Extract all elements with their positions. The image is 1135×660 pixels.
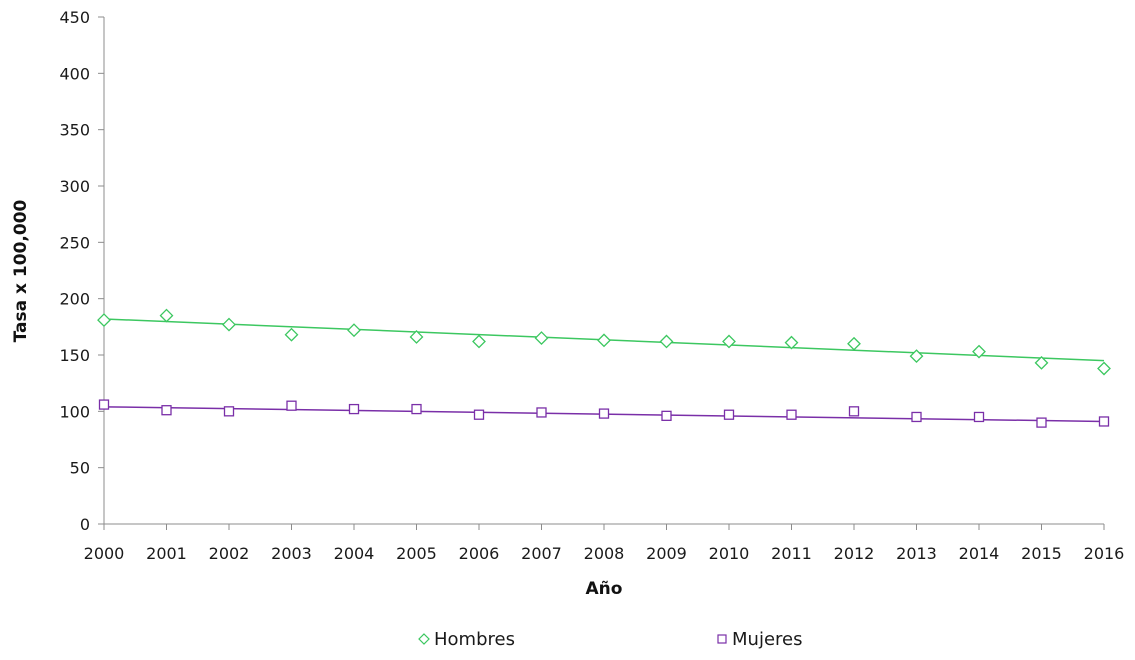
hombres-point (472, 334, 486, 349)
hombres-point (1034, 355, 1049, 370)
x-tick-label: 2014 (959, 544, 1000, 563)
hombres-point (847, 336, 861, 351)
x-tick-label: 2008 (584, 544, 625, 563)
hombres-legend-marker (418, 633, 430, 645)
x-tick-label: 2006 (459, 544, 500, 563)
x-tick-label: 2003 (271, 544, 312, 563)
y-axis-title: Tasa x 100,000 (11, 199, 31, 342)
x-tick-label: 2016 (1084, 544, 1125, 563)
mujeres-point (1098, 416, 1110, 427)
hombres-point (722, 334, 736, 349)
legend: Hombres Mujeres (418, 629, 802, 650)
x-axis-title: Año (586, 579, 623, 599)
x-tick-label: 2000 (84, 544, 125, 563)
mujeres-point (848, 406, 860, 417)
mujeres-legend-marker (717, 634, 727, 644)
mujeres-point (973, 411, 985, 423)
y-tick-label: 300 (59, 177, 90, 196)
hombres-point (597, 333, 611, 348)
hombres-point (222, 317, 236, 332)
y-tick-label: 250 (59, 233, 90, 252)
hombres-point (159, 308, 174, 323)
x-tick-label: 2001 (146, 544, 187, 563)
mujeres-point (411, 403, 422, 415)
hombres-point (659, 334, 674, 349)
mujeres-legend-label: Mujeres (732, 629, 802, 650)
markers (97, 308, 1111, 428)
mujeres-point (286, 400, 297, 411)
hombres-point (409, 330, 424, 344)
y-tick-label: 400 (59, 64, 90, 83)
x-tick-label: 2015 (1021, 544, 1062, 563)
hombres-point (284, 327, 299, 342)
mujeres-point (1036, 417, 1047, 428)
y-tick-label: 450 (59, 8, 90, 27)
x-tick-label: 2009 (646, 544, 687, 563)
y-tick-label: 350 (59, 121, 90, 140)
hombres-point (909, 349, 924, 364)
mujeres-point (598, 408, 610, 419)
mujeres-point (348, 403, 360, 415)
x-tick-label: 2012 (834, 544, 875, 563)
x-tick-label: 2002 (209, 544, 250, 563)
x-tick-label: 2007 (521, 544, 562, 563)
mujeres-point (661, 410, 672, 421)
mujeres-point (536, 407, 547, 418)
mujeres-point (223, 406, 235, 417)
hombres-point (347, 323, 361, 338)
x-tick-label: 2011 (771, 544, 812, 563)
y-tick-label: 100 (59, 402, 90, 421)
hombres-point (1097, 361, 1111, 376)
hombres-point (534, 331, 549, 346)
y-tick-label: 200 (59, 290, 90, 309)
x-tick-label: 2013 (896, 544, 937, 563)
x-tick-label: 2004 (334, 544, 375, 563)
mujeres-point (98, 399, 110, 410)
x-tick-label: 2010 (709, 544, 750, 563)
hombres-point (972, 344, 986, 359)
mujeres-point (723, 409, 735, 420)
axes: 0 50 100 150 200 250 300 350 400 450 2000 2001 2002 2… (59, 8, 1124, 563)
hombres-point (97, 313, 111, 327)
y-tick-label: 50 (70, 459, 90, 478)
mujeres-point (911, 411, 922, 423)
mujeres-point (473, 409, 485, 420)
hombres-legend-label: Hombres (434, 629, 515, 650)
y-tick-label: 150 (59, 346, 90, 365)
y-tick-label: 0 (80, 515, 90, 534)
hombres-point (784, 335, 799, 350)
mujeres-point (786, 409, 797, 420)
mujeres-point (161, 405, 172, 416)
x-tick-label: 2005 (396, 544, 437, 563)
